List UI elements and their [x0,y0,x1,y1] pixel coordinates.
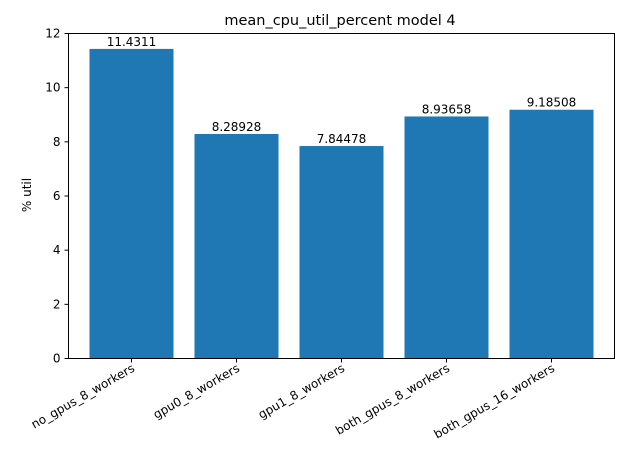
y-tick-label: 12 [45,27,60,41]
y-tick-label: 8 [53,135,61,149]
bar-both_gpus_16_workers [509,109,594,359]
x-tick-label: gpu0_8_workers [151,361,242,422]
bar-value-label: 8.28928 [212,120,262,134]
bar-value-label: 7.84478 [317,132,367,146]
y-tick-label: 0 [53,352,61,366]
plot-frame [68,33,615,359]
bars-layer: 11.4311 8.28928 7.84478 8.93658 9.18508 [89,35,594,359]
y-tick-label: 6 [53,189,61,203]
bar-value-label: 11.4311 [107,35,157,49]
y-tick-label: 2 [53,297,61,311]
x-tick-label: gpu1_8_workers [256,361,347,422]
chart-title: mean_cpu_util_percent model 4 [224,13,455,29]
x-tick-label: both_gpus_8_workers [333,361,452,438]
bar-both_gpus_8_workers [404,116,489,359]
y-axis-label: % util [20,178,34,212]
bar-no_gpus_8_workers [89,48,174,359]
y-tick-label: 10 [45,81,60,95]
x-tick-label: no_gpus_8_workers [29,361,137,432]
bar-value-label: 9.18508 [527,96,577,110]
bar-value-label: 8.93658 [422,102,472,116]
bar-gpu0_8_workers [194,133,279,359]
y-tick-label: 4 [53,243,61,257]
bar-gpu1_8_workers [299,146,384,359]
